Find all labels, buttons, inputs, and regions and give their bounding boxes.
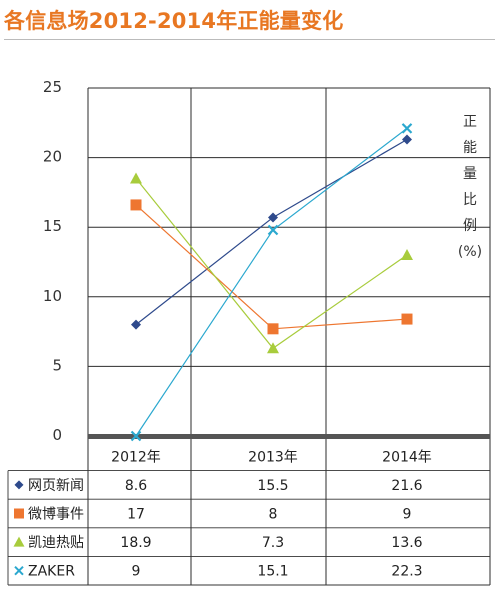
data-point-微博事件: [401, 313, 413, 325]
data-point-微博事件: [130, 199, 142, 211]
data-label: 9: [403, 507, 412, 523]
data-point-ZAKER: [130, 430, 142, 442]
data-label: 8.6: [125, 478, 147, 494]
x-tick-label: 2014年: [382, 449, 432, 465]
data-label: 8: [269, 507, 278, 523]
data-point-凯迪热贴: [130, 172, 142, 184]
data-label: 17: [127, 507, 145, 523]
y-axis-label-char: 例: [463, 218, 477, 234]
data-point-微博事件: [267, 323, 279, 335]
data-label: 9: [132, 564, 141, 580]
data-point-ZAKER: [401, 123, 413, 134]
y-tick-label: 20: [43, 148, 62, 166]
series-line-ZAKER: [135, 127, 408, 437]
legend-marker-ZAKER: [14, 565, 24, 576]
legend-label: 微博事件: [28, 506, 84, 523]
data-label: 21.6: [391, 478, 422, 494]
x-tick-label: 2013年: [248, 449, 298, 465]
legend-label: ZAKER: [28, 564, 75, 580]
y-axis-label-char: 量: [463, 166, 477, 182]
data-point-网页新闻: [131, 319, 141, 330]
data-point-ZAKER: [267, 224, 279, 236]
data-label: 22.3: [391, 564, 422, 580]
y-axis-label-char: 能: [463, 140, 477, 156]
legend-marker-凯迪热贴: [13, 536, 25, 547]
data-label: 15.1: [257, 564, 288, 580]
x-axis-baseline: [88, 434, 490, 439]
data-label: 7.3: [262, 535, 284, 551]
y-tick-label: 15: [43, 217, 62, 235]
y-tick-label: 10: [43, 287, 62, 305]
legend-marker-网页新闻: [14, 480, 24, 490]
chart-title: 各信息场2012-2014年正能量变化: [4, 9, 344, 33]
legend-marker-微博事件: [14, 508, 24, 519]
y-axis-label-char: 正: [463, 114, 477, 130]
title-divider: [4, 39, 495, 40]
data-point-凯迪热贴: [401, 249, 413, 261]
x-tick-label: 2012年: [111, 449, 161, 465]
y-tick-label: 25: [43, 78, 62, 96]
data-label: 15.5: [257, 478, 288, 494]
data-point-凯迪热贴: [267, 342, 279, 354]
legend-label: 网页新闻: [28, 478, 84, 494]
y-tick-label: 5: [52, 356, 62, 374]
y-axis-label-char: (%): [458, 244, 482, 260]
legend-label: 凯迪热贴: [28, 535, 84, 551]
data-point-网页新闻: [402, 134, 412, 145]
series-line-凯迪热贴: [135, 178, 408, 350]
y-axis-label-char: 比: [463, 192, 477, 208]
series-line-微博事件: [135, 204, 408, 330]
y-tick-label: 0: [52, 426, 62, 444]
data-label: 18.9: [120, 535, 151, 551]
data-label: 13.6: [391, 535, 422, 551]
data-point-网页新闻: [268, 212, 278, 223]
